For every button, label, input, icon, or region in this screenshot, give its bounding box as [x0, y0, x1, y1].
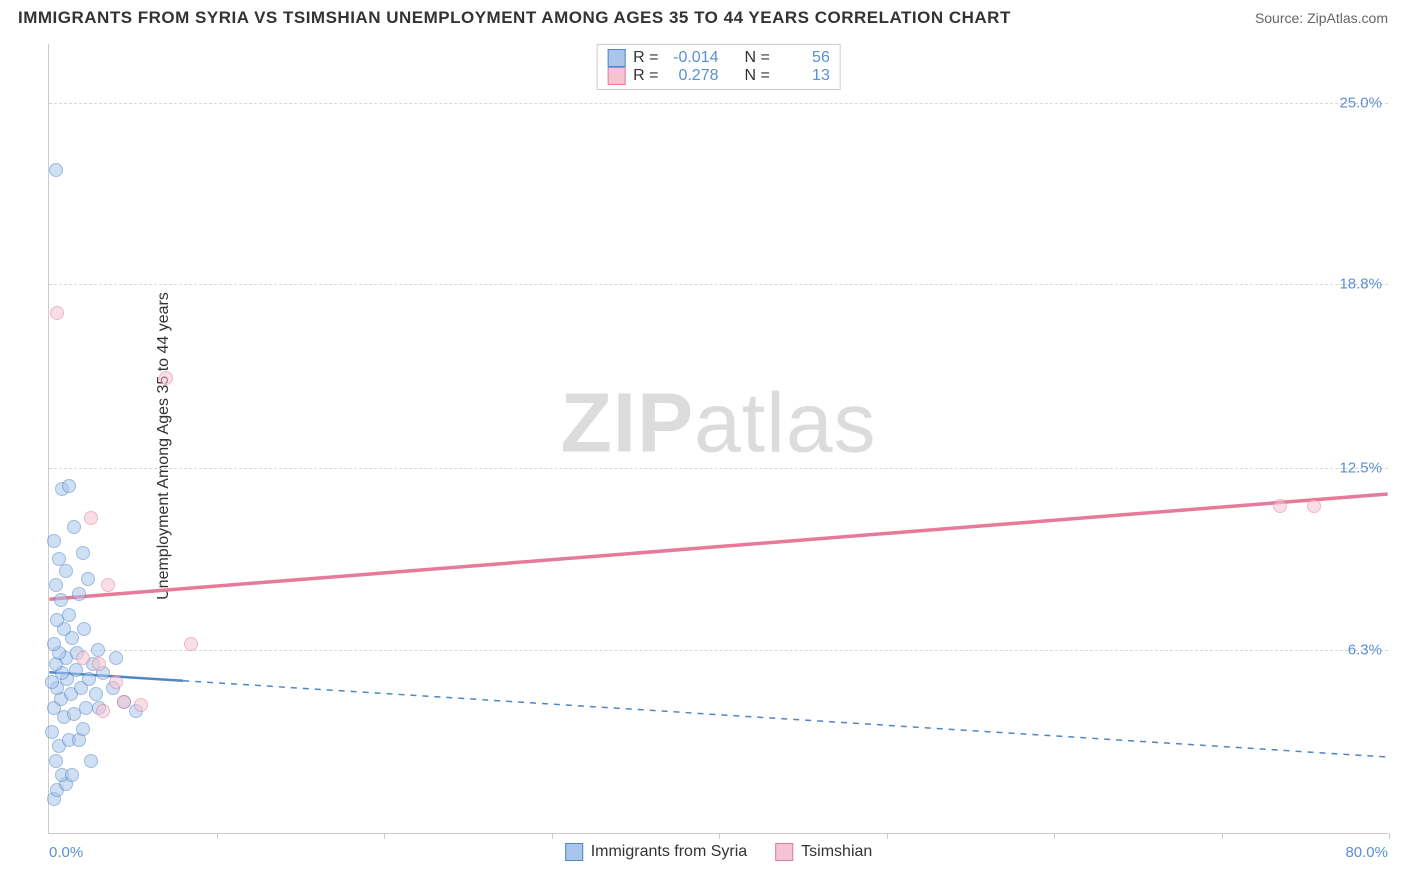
gridline [49, 284, 1388, 285]
legend-swatch-pink-icon [775, 843, 793, 861]
data-point [49, 163, 63, 177]
data-point [109, 651, 123, 665]
correlation-legend: R = -0.014 N = 56 R = 0.278 N = 13 [596, 44, 841, 90]
x-tick [887, 833, 888, 839]
data-point [84, 754, 98, 768]
data-point [1307, 499, 1321, 513]
data-point [134, 698, 148, 712]
legend-label-series-2: Tsimshian [801, 843, 872, 861]
data-point [49, 578, 63, 592]
legend-item-series-2: Tsimshian [775, 843, 872, 861]
y-tick-label: 12.5% [1339, 460, 1382, 477]
data-point [92, 657, 106, 671]
data-point [84, 511, 98, 525]
data-point [65, 768, 79, 782]
data-point [79, 701, 93, 715]
gridline [49, 468, 1388, 469]
legend-row-series-2: R = 0.278 N = 13 [607, 67, 830, 85]
legend-row-series-1: R = -0.014 N = 56 [607, 49, 830, 67]
x-axis-max-label: 80.0% [1345, 844, 1388, 861]
chart-title: IMMIGRANTS FROM SYRIA VS TSIMSHIAN UNEMP… [18, 8, 1011, 28]
x-tick [719, 833, 720, 839]
data-point [89, 687, 103, 701]
legend-swatch-pink [607, 67, 625, 85]
data-point [72, 587, 86, 601]
data-point [81, 572, 95, 586]
data-point [47, 534, 61, 548]
data-point [96, 704, 110, 718]
data-point [76, 722, 90, 736]
x-tick [384, 833, 385, 839]
data-point [50, 306, 64, 320]
legend-swatch-blue-icon [565, 843, 583, 861]
data-point [62, 479, 76, 493]
data-point [54, 593, 68, 607]
y-tick-label: 6.3% [1348, 641, 1382, 658]
source-attribution: Source: ZipAtlas.com [1255, 10, 1388, 26]
data-point [1273, 499, 1287, 513]
data-point [159, 371, 173, 385]
data-point [52, 552, 66, 566]
x-tick [1054, 833, 1055, 839]
data-point [76, 651, 90, 665]
data-point [47, 637, 61, 651]
data-point [62, 608, 76, 622]
y-tick-label: 18.8% [1339, 275, 1382, 292]
legend-label-series-1: Immigrants from Syria [591, 843, 747, 861]
data-point [184, 637, 198, 651]
data-point [49, 754, 63, 768]
x-tick [552, 833, 553, 839]
data-point [59, 564, 73, 578]
data-point [109, 675, 123, 689]
y-tick-label: 25.0% [1339, 94, 1382, 111]
gridline [49, 103, 1388, 104]
data-point [76, 546, 90, 560]
x-tick [1389, 833, 1390, 839]
legend-swatch-blue [607, 49, 625, 67]
x-axis-min-label: 0.0% [49, 844, 83, 861]
watermark: ZIPatlas [560, 374, 876, 471]
data-point [77, 622, 91, 636]
legend-item-series-1: Immigrants from Syria [565, 843, 747, 861]
data-point [82, 672, 96, 686]
chart-plot-area: ZIPatlas R = -0.014 N = 56 R = 0.278 N =… [48, 44, 1388, 834]
x-tick [1222, 833, 1223, 839]
data-point [101, 578, 115, 592]
chart-svg-layer [49, 44, 1388, 833]
x-tick [217, 833, 218, 839]
x-axis-legend: Immigrants from Syria Tsimshian [565, 843, 873, 861]
data-point [91, 643, 105, 657]
data-point [45, 725, 59, 739]
data-point [117, 695, 131, 709]
data-point [67, 520, 81, 534]
gridline [49, 650, 1388, 651]
